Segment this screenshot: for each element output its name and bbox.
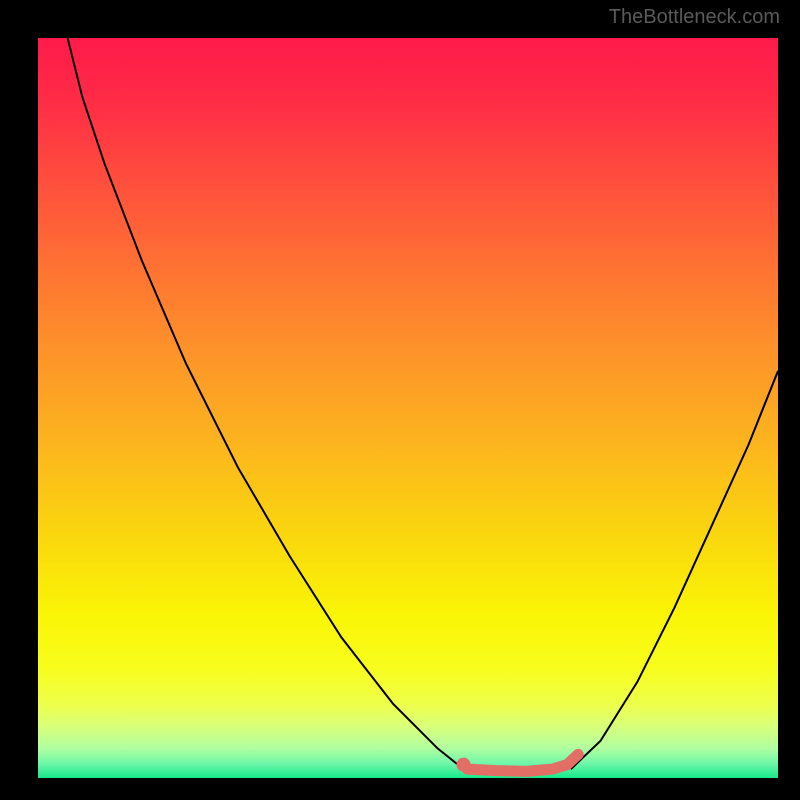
highlight-segment bbox=[467, 754, 578, 771]
curve-right-branch bbox=[571, 371, 778, 769]
plot-area bbox=[38, 38, 778, 778]
watermark-text: TheBottleneck.com bbox=[609, 6, 780, 29]
chart-curves-svg bbox=[38, 38, 778, 778]
curve-left-branch bbox=[68, 38, 464, 769]
highlight-dot bbox=[457, 758, 471, 772]
